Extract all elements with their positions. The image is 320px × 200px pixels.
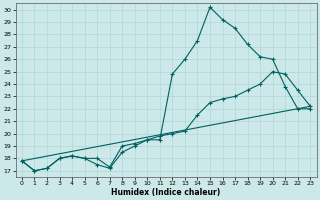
X-axis label: Humidex (Indice chaleur): Humidex (Indice chaleur): [111, 188, 221, 197]
